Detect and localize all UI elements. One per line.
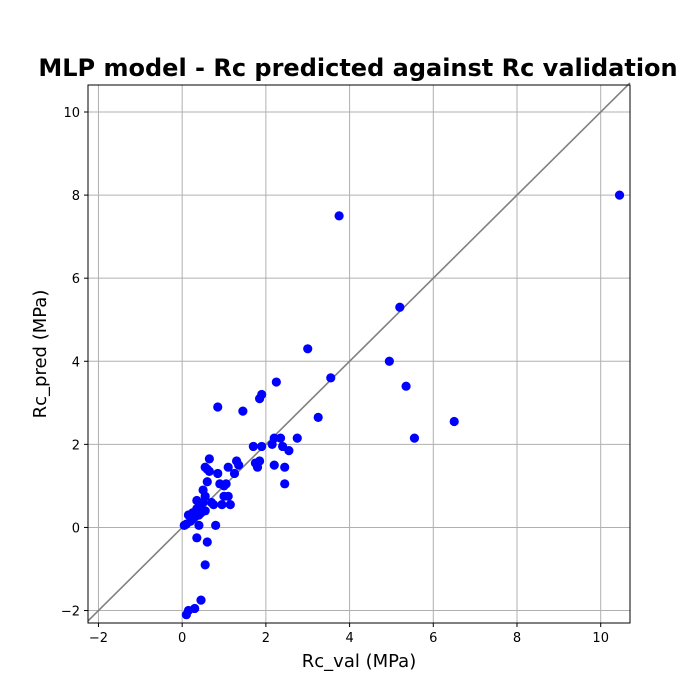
x-axis-label: Rc_val (MPa) xyxy=(302,651,416,672)
y-tick-label: 8 xyxy=(72,189,80,204)
data-point xyxy=(401,381,411,391)
data-point xyxy=(204,466,214,476)
y-tick-label: −2 xyxy=(61,605,80,620)
data-point xyxy=(190,603,200,614)
x-tick-label: 0 xyxy=(178,631,186,646)
data-point xyxy=(614,190,625,200)
data-point xyxy=(275,433,286,443)
data-point xyxy=(449,416,459,427)
data-point xyxy=(223,462,233,472)
data-point xyxy=(196,595,206,605)
reference-line-group xyxy=(87,82,631,622)
data-point xyxy=(257,389,267,400)
x-tick-label: 4 xyxy=(345,631,353,646)
data-point xyxy=(303,344,313,354)
data-point xyxy=(202,537,212,547)
data-point xyxy=(280,462,290,472)
data-point xyxy=(257,441,267,452)
x-tick-label: 8 xyxy=(513,631,521,646)
data-point xyxy=(254,456,265,466)
data-point xyxy=(208,499,219,510)
x-tick-label: −2 xyxy=(89,631,108,646)
data-point xyxy=(200,491,210,501)
data-point xyxy=(248,441,258,452)
data-point xyxy=(200,506,210,516)
data-point xyxy=(213,402,223,412)
axis-ticks: −2 0 2 4 6 8 10 −2 0 2 4 6 8 10 xyxy=(61,106,609,646)
x-tick-label: 6 xyxy=(429,631,437,646)
data-point xyxy=(280,479,290,489)
y-tick-label: 2 xyxy=(72,438,80,453)
data-point xyxy=(211,520,221,530)
y-tick-label: 0 xyxy=(72,521,80,536)
data-points xyxy=(179,190,625,620)
data-point xyxy=(269,460,279,470)
data-point xyxy=(409,433,420,443)
x-tick-label: 2 xyxy=(262,631,270,646)
data-point xyxy=(395,302,405,312)
data-point xyxy=(223,491,233,501)
data-point xyxy=(192,533,202,543)
y-tick-label: 10 xyxy=(63,106,80,121)
data-point xyxy=(234,460,244,470)
data-point xyxy=(225,499,235,510)
data-point xyxy=(204,454,214,464)
y-axis-label: Rc_pred (MPa) xyxy=(30,290,51,419)
data-point xyxy=(200,560,210,570)
data-point xyxy=(217,499,227,510)
data-point xyxy=(334,211,344,221)
data-point xyxy=(271,377,281,387)
y-tick-label: 4 xyxy=(72,355,80,370)
data-point xyxy=(313,412,323,422)
data-point xyxy=(213,468,223,479)
x-tick-label: 10 xyxy=(592,631,609,646)
data-point xyxy=(221,479,231,489)
reference-line xyxy=(87,82,631,622)
data-point xyxy=(384,356,394,366)
data-point xyxy=(292,433,302,443)
chart-title: MLP model - Rc predicted against Rc vali… xyxy=(38,54,677,82)
data-point xyxy=(284,445,294,456)
grid xyxy=(88,85,630,623)
plot-frame xyxy=(87,84,631,624)
data-point xyxy=(238,406,248,416)
data-point xyxy=(326,373,336,383)
data-point xyxy=(229,468,240,479)
data-point xyxy=(202,477,212,487)
y-tick-label: 6 xyxy=(72,272,80,287)
data-point xyxy=(194,520,204,530)
